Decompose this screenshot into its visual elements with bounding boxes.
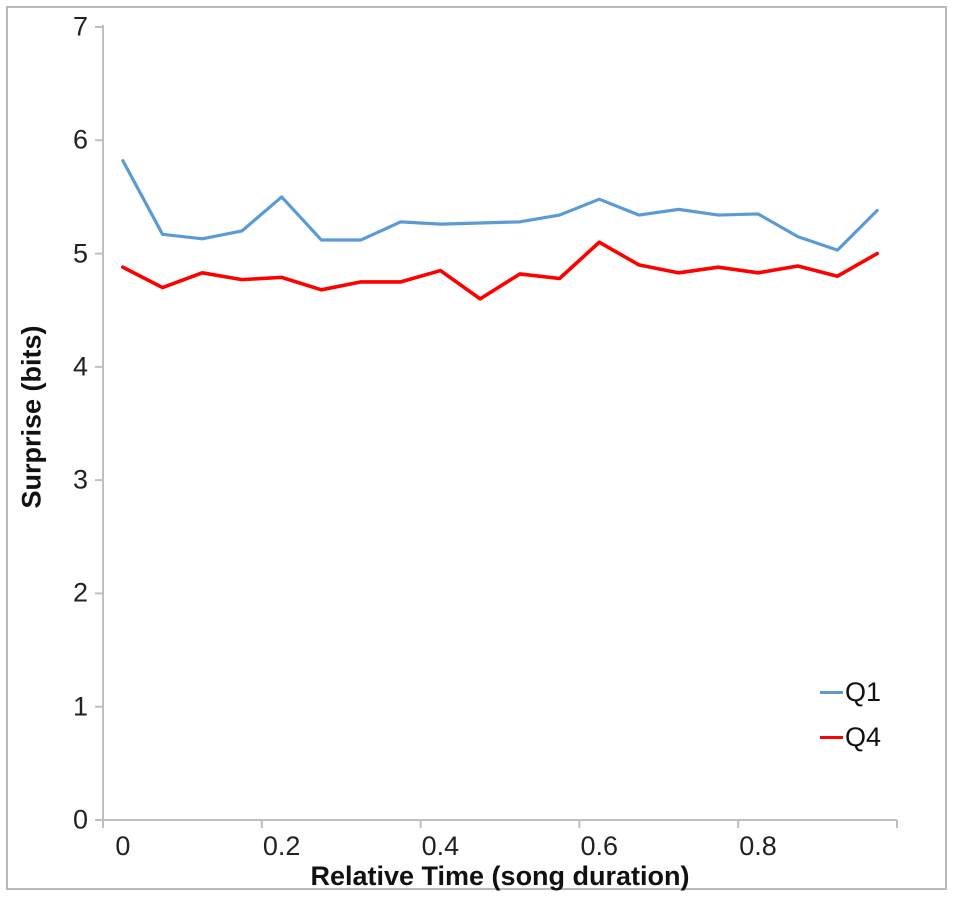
legend-swatch-q4 — [820, 735, 843, 739]
legend-item-q4: Q4 — [820, 723, 881, 751]
axes — [95, 25, 898, 828]
series-lines — [121, 159, 879, 301]
legend: Q1 Q4 — [820, 678, 881, 768]
x-axis-title: Relative Time (song duration) — [310, 861, 690, 891]
series-line-q1 — [121, 159, 879, 252]
y-tick-label: 1 — [72, 691, 88, 722]
legend-swatch-q1 — [820, 690, 843, 694]
x-tick-label: 0.6 — [580, 831, 619, 861]
x-tick-label: 0 — [115, 831, 131, 861]
legend-item-q1: Q1 — [820, 678, 881, 706]
series-line-q4 — [121, 240, 879, 301]
y-tick-label: 6 — [72, 124, 88, 155]
legend-label: Q1 — [845, 676, 882, 707]
x-tick-label: 0.8 — [739, 831, 777, 861]
chart-border-frame — [6, 6, 947, 890]
y-tick-label: 2 — [72, 577, 88, 608]
y-tick-label: 3 — [72, 464, 88, 495]
x-tick-label: 0.2 — [262, 831, 301, 861]
x-tick-label: 0.4 — [421, 831, 460, 861]
y-tick-label: 0 — [72, 804, 88, 835]
y-axis-title: Surprise (bits) — [16, 325, 47, 509]
y-tick-label: 5 — [72, 238, 88, 269]
y-tick-label: 4 — [72, 351, 88, 382]
legend-label: Q4 — [845, 721, 882, 752]
y-tick-label: 7 — [72, 11, 88, 42]
